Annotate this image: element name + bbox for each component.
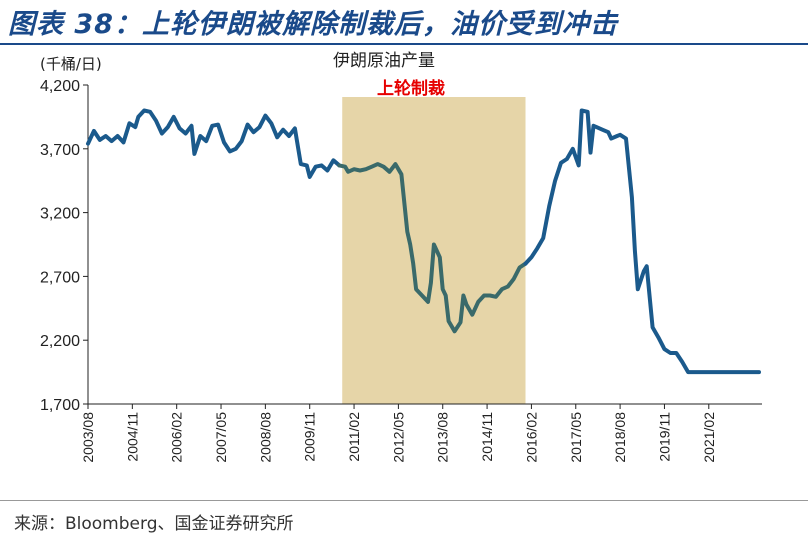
series-line-post-sanction bbox=[523, 108, 761, 375]
y-tick-label: 3,700 bbox=[40, 142, 80, 159]
x-tick-label: 2004/11 bbox=[124, 412, 140, 462]
x-tick-label: 2008/08 bbox=[257, 412, 273, 463]
y-axis-unit-label: (千桶/日) bbox=[40, 55, 102, 73]
axes-layer: 1,700 2,200 2,700 3,200 3,700 4,200 2003/08 200… bbox=[40, 78, 762, 463]
x-tick-label: 2018/08 bbox=[612, 412, 628, 463]
x-tick-label: 2014/11 bbox=[479, 412, 495, 462]
figure-title: 图表 38：上轮伊朗被解除制裁后，油价受到冲击 bbox=[8, 9, 618, 40]
x-tick-label: 2021/02 bbox=[701, 412, 717, 463]
source-note: 来源：Bloomberg、国金证券研究所 bbox=[14, 514, 294, 534]
source-divider bbox=[0, 500, 808, 501]
title-divider bbox=[0, 43, 808, 45]
x-tick-label: 2003/08 bbox=[80, 412, 96, 463]
x-tick-label: 2011/02 bbox=[346, 412, 362, 462]
x-tick-label: 2019/11 bbox=[656, 412, 672, 462]
y-tick-label: 1,700 bbox=[40, 397, 80, 414]
x-tick-label: 2006/02 bbox=[169, 412, 185, 463]
y-tick-label: 4,200 bbox=[40, 78, 80, 95]
series-line-layer bbox=[86, 108, 761, 375]
x-tick-label: 2009/11 bbox=[302, 412, 318, 462]
series-line-pre-sanction bbox=[86, 108, 342, 179]
sanction-annotation-label: 上轮制裁 bbox=[377, 78, 445, 99]
series-legend-label: 伊朗原油产量 bbox=[333, 51, 435, 71]
x-tick-label: 2016/02 bbox=[523, 412, 539, 463]
series-line-sanction-period bbox=[337, 162, 528, 334]
x-tick-label: 2013/08 bbox=[435, 412, 451, 463]
y-tick-label: 3,200 bbox=[40, 206, 80, 223]
y-tick-label: 2,200 bbox=[40, 333, 80, 350]
x-tick-label: 2012/05 bbox=[390, 412, 406, 463]
x-tick-label: 2017/05 bbox=[568, 412, 584, 463]
oil-production-chart: 1,700 2,200 2,700 3,200 3,700 4,200 2003/08 200… bbox=[40, 51, 762, 463]
y-tick-label: 2,700 bbox=[40, 269, 80, 286]
x-tick-label: 2007/05 bbox=[213, 412, 229, 463]
